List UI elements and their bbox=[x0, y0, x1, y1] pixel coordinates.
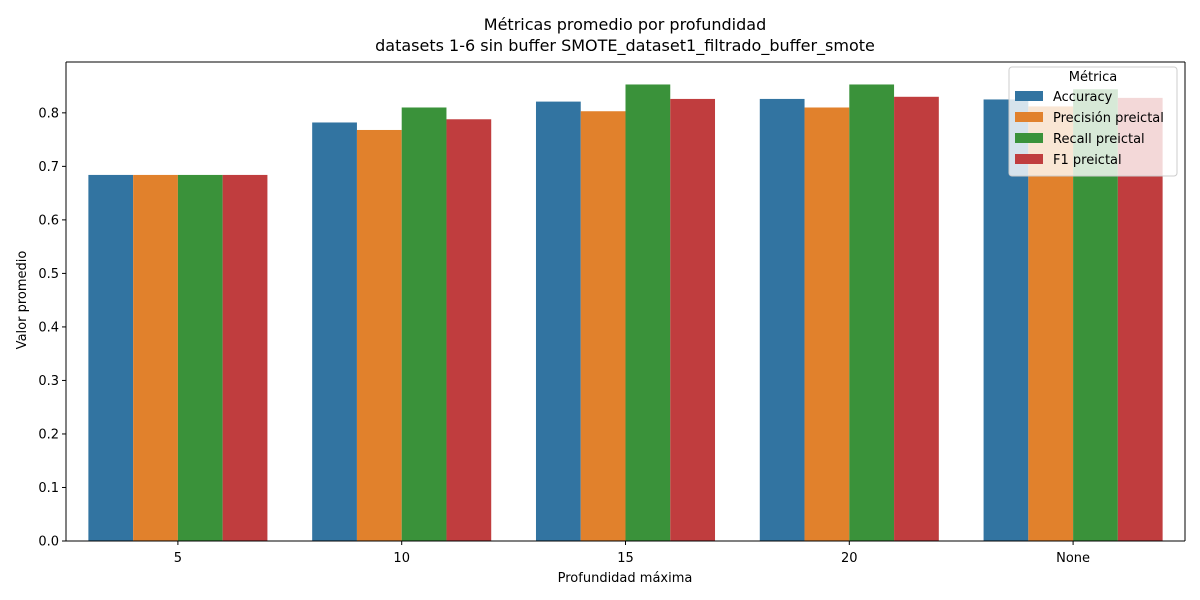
legend-swatch bbox=[1015, 154, 1043, 164]
x-tick-label: 10 bbox=[393, 551, 410, 566]
y-tick-label: 0.5 bbox=[38, 267, 59, 282]
y-tick-label: 0.2 bbox=[38, 427, 59, 442]
x-tick-label: 15 bbox=[617, 551, 634, 566]
bar-precisi-n-preictal-15 bbox=[580, 111, 626, 542]
legend-label: Precisión preictal bbox=[1053, 111, 1164, 126]
legend-swatch bbox=[1015, 112, 1043, 122]
legend-box bbox=[1008, 66, 1178, 177]
y-tick-label: 0.4 bbox=[38, 320, 59, 335]
legend-title: Métrica bbox=[1069, 70, 1117, 85]
legend-label: Accuracy bbox=[1053, 90, 1113, 105]
x-tick-label: 20 bbox=[841, 551, 858, 566]
bar-f1-preictal-20 bbox=[894, 96, 939, 541]
x-axis-label: Profundidad máxima bbox=[558, 571, 693, 586]
bar-precisi-n-preictal-5 bbox=[133, 174, 178, 541]
bar-f1-preictal-15 bbox=[670, 98, 716, 542]
chart-title: Métricas promedio por profundidad bbox=[484, 15, 766, 34]
y-tick-label: 0.7 bbox=[38, 160, 59, 175]
y-tick-label: 0.8 bbox=[38, 106, 59, 121]
chart-subtitle: datasets 1-6 sin buffer SMOTE_dataset1_f… bbox=[375, 36, 875, 56]
bar-precisi-n-preictal-10 bbox=[356, 129, 402, 541]
legend-label: F1 preictal bbox=[1053, 153, 1122, 168]
x-tick-label: 5 bbox=[174, 551, 182, 566]
y-axis-label: Valor promedio bbox=[15, 251, 30, 350]
legend: Métrica Accuracy Precisión preictal Recall … bbox=[1008, 66, 1178, 177]
bar-f1-preictal-5 bbox=[222, 174, 268, 541]
bar-accuracy-10 bbox=[312, 122, 357, 541]
bar-precisi-n-preictal-none bbox=[1028, 106, 1074, 542]
y-tick-label: 0.1 bbox=[38, 481, 59, 496]
y-tick-label: 0.6 bbox=[38, 213, 59, 228]
legend-swatch bbox=[1015, 133, 1043, 143]
bar-accuracy-15 bbox=[535, 101, 581, 541]
bar-accuracy-20 bbox=[759, 98, 805, 542]
legend-label: Recall preictal bbox=[1053, 132, 1145, 147]
y-tick-label: 0.3 bbox=[38, 374, 59, 389]
legend-swatch bbox=[1015, 91, 1043, 101]
y-tick-label: 0.0 bbox=[38, 535, 59, 550]
x-tick-label: None bbox=[1056, 551, 1090, 566]
plot-area: 0.0 0.1 0.2 0.3 0.4 0.5 0.6 0.7 0.8 5 10 15 20 None bbox=[38, 61, 1186, 566]
bar-recall-preictal-20 bbox=[849, 84, 895, 541]
bar-f1-preictal-10 bbox=[446, 119, 492, 542]
bar-accuracy-5 bbox=[88, 174, 134, 541]
bar-recall-preictal-5 bbox=[177, 174, 223, 541]
bar-recall-preictal-15 bbox=[625, 84, 671, 541]
bar-recall-preictal-10 bbox=[401, 107, 447, 542]
bar-precisi-n-preictal-20 bbox=[804, 107, 850, 542]
